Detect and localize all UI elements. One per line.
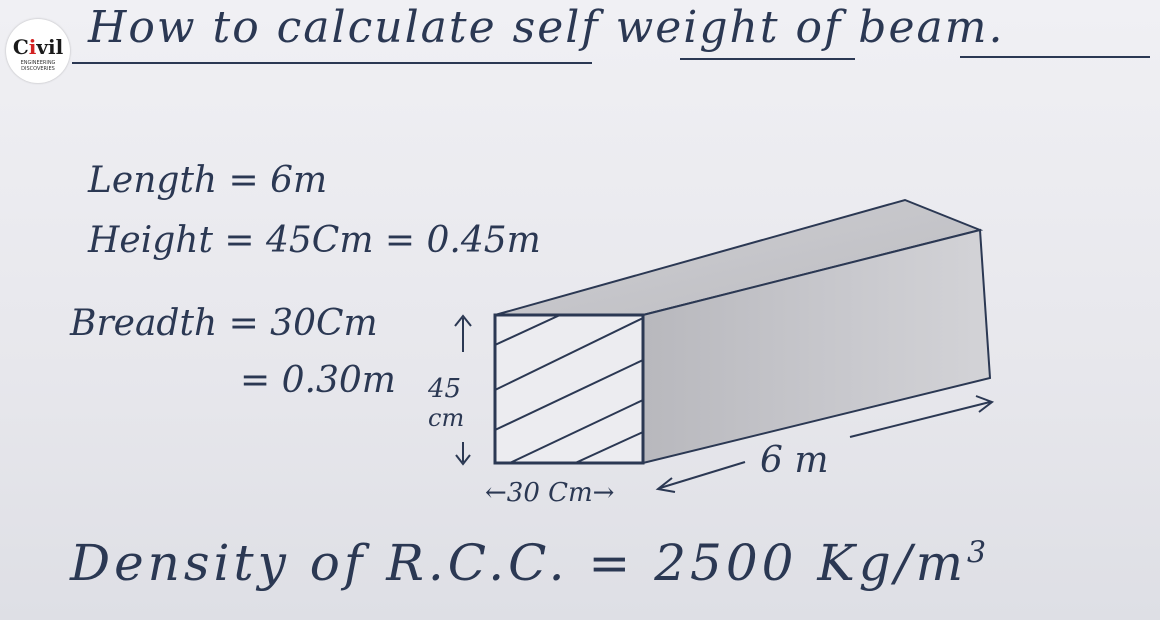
- civil-logo: Civil ENGINEERING DISCOVERIES: [6, 19, 70, 83]
- logo-subtitle: ENGINEERING DISCOVERIES: [20, 60, 56, 72]
- density-exponent: 3: [966, 535, 991, 571]
- height-arrow: [454, 314, 472, 466]
- height-unit-label: cm: [428, 404, 465, 432]
- breadth-meters-line: = 0.30m: [240, 360, 396, 401]
- section-hatching: [495, 315, 643, 463]
- height-line: Height = 45Cm = 0.45m: [88, 220, 541, 261]
- height-value-label: 45: [428, 374, 462, 404]
- page-title: How to calculate self weight of beam.: [88, 2, 1005, 53]
- density-text: Density of R.C.C. = 2500 Kg/m: [70, 534, 967, 592]
- length-dimension-label: 6 m: [760, 440, 829, 481]
- beam-front-face: [493, 313, 645, 465]
- breadth-line: Breadth = 30Cm: [70, 303, 378, 344]
- logo-wordmark: Civil: [12, 35, 64, 59]
- length-arrow: [655, 395, 995, 493]
- title-underline-right: [960, 56, 1150, 58]
- title-underline-mid: [680, 58, 855, 60]
- density-statement: Density of R.C.C. = 2500 Kg/m3: [70, 534, 990, 592]
- width-dimension-label: ←30 Cm→: [485, 478, 615, 508]
- length-line: Length = 6m: [88, 160, 328, 201]
- title-underline-left: [72, 62, 592, 64]
